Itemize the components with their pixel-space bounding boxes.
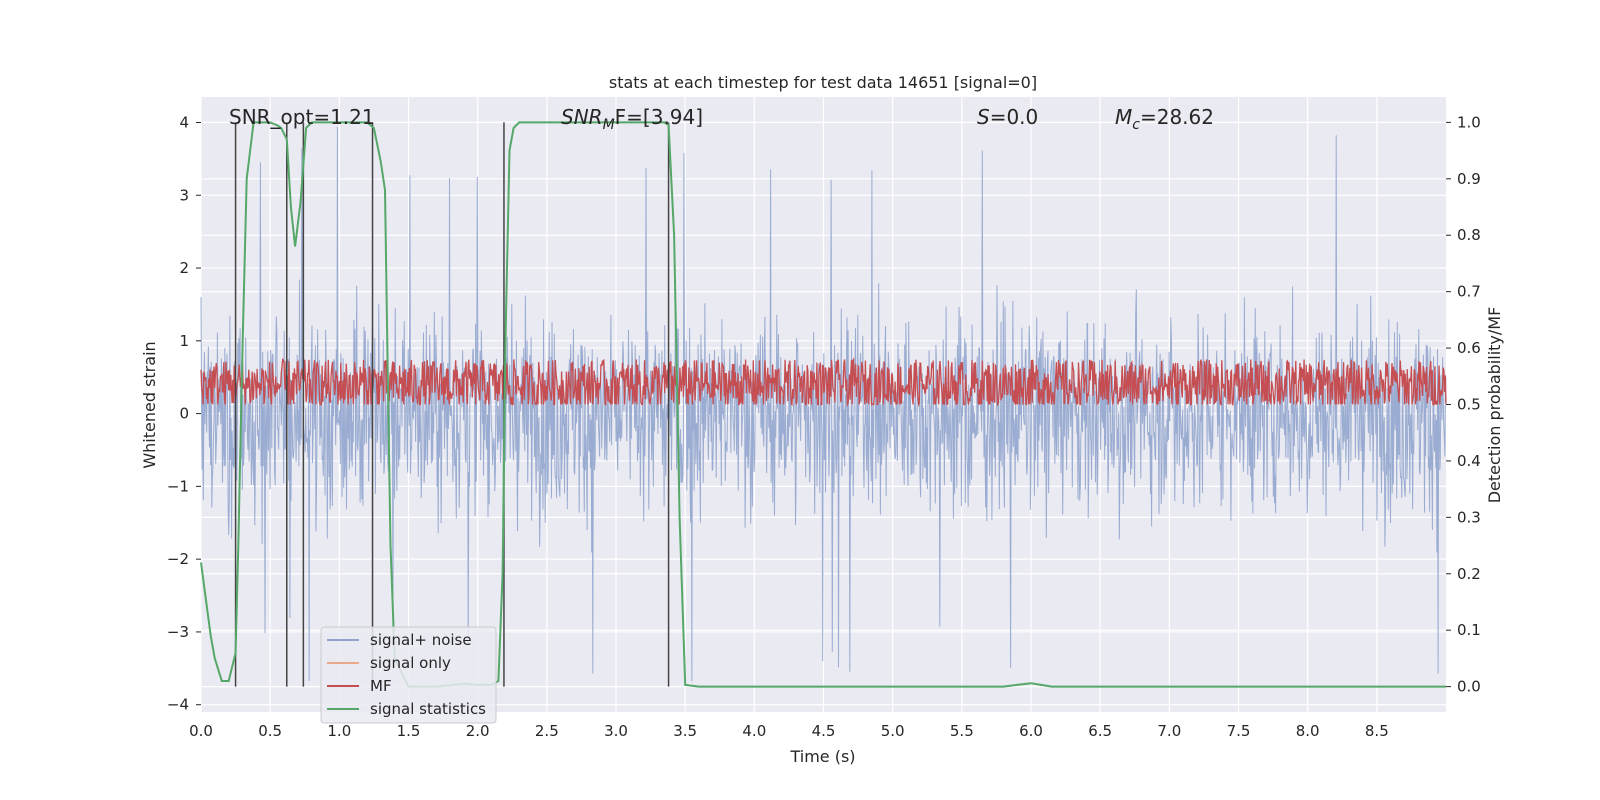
snr-mf-suffix: F=[3.94]: [615, 105, 703, 129]
x-tick-label: 8.5: [1365, 722, 1389, 740]
legend-label-signal-noise: signal+ noise: [370, 631, 472, 649]
y-left-tick-label: −4: [167, 696, 189, 714]
x-axis-label: Time (s): [789, 747, 855, 766]
legend: signal+ noise signal only MF signal stat…: [320, 626, 497, 724]
mf-line: [200, 357, 1447, 407]
x-tick-label: 5.5: [950, 722, 974, 740]
y-left-axis-label: Whitened strain: [140, 341, 159, 468]
y-right-tick-label: 0.6: [1457, 339, 1481, 357]
legend-label-signal-only: signal only: [370, 654, 451, 672]
y-right-tick-label: 0.2: [1457, 565, 1481, 583]
y-left-tick-label: −1: [167, 477, 189, 495]
mc-prefix: M: [1115, 105, 1132, 129]
x-tick-label: 5.0: [881, 722, 905, 740]
annotation-snr-opt: SNR_opt=1.21: [229, 105, 375, 129]
x-tick-label: 3.5: [673, 722, 697, 740]
x-tick-label: 4.0: [742, 722, 766, 740]
y-left-tick-label: 2: [179, 259, 189, 277]
y-right-tick-label: 0.8: [1457, 226, 1481, 244]
s-prefix: S: [977, 105, 990, 129]
x-tick-label: 4.5: [812, 722, 836, 740]
mc-sub: c: [1132, 117, 1140, 133]
annotation-mc: Mc=28.62: [1115, 105, 1214, 133]
y-left-tick-label: −2: [167, 550, 189, 568]
x-tick-label: 7.0: [1157, 722, 1181, 740]
x-tick-label: 3.0: [604, 722, 628, 740]
x-tick-label: 2.0: [466, 722, 490, 740]
x-tick-label: 8.0: [1296, 722, 1320, 740]
x-tick-label: 6.5: [1088, 722, 1112, 740]
mc-suffix: =28.62: [1140, 105, 1214, 129]
y-right-tick-label: 0.3: [1457, 508, 1481, 526]
legend-label-signal-statistics: signal statistics: [370, 700, 486, 718]
annotation-s: S=0.0: [977, 105, 1038, 129]
y-right-tick-label: 0.7: [1457, 283, 1481, 301]
y-left-tick-label: 4: [179, 113, 189, 131]
x-tick-label: 1.5: [397, 722, 421, 740]
annotation-snr-mf: SNRMF=[3.94]: [561, 105, 703, 133]
snr-mf-prefix: SNR: [561, 105, 603, 129]
snr-mf-sub: M: [603, 117, 615, 133]
x-tick-label: 0.0: [189, 722, 213, 740]
y-right-axis-label: Detection probability/MF: [1485, 307, 1504, 504]
y-left-tick-label: −3: [167, 623, 189, 641]
x-tick-label: 6.0: [1019, 722, 1043, 740]
y-right-tick-label: 0.1: [1457, 621, 1481, 639]
chart-title: stats at each timestep for test data 146…: [609, 73, 1037, 92]
y-right-tick-label: 0.9: [1457, 170, 1481, 188]
y-left-axis-ticks: 4 3 2 1 0 −1 −2 −3 −4: [167, 113, 201, 714]
mf-series: [200, 357, 1447, 407]
x-tick-label: 2.5: [535, 722, 559, 740]
y-right-tick-label: 0.5: [1457, 396, 1481, 414]
x-tick-label: 7.5: [1227, 722, 1251, 740]
y-right-tick-label: 1.0: [1457, 113, 1481, 131]
y-right-axis-ticks: 1.0 0.9 0.8 0.7 0.6 0.5 0.4 0.3 0.2 0.1 0.0: [1446, 113, 1481, 696]
x-tick-label: 1.0: [327, 722, 351, 740]
x-axis-ticks: 0.0 0.5 1.0 1.5 2.0 2.5 3.0 3.5 4.0 4.5 5.0 5.5 6.0 6…: [189, 722, 1389, 740]
s-suffix: =0.0: [990, 105, 1039, 129]
y-left-tick-label: 1: [179, 332, 189, 350]
legend-label-mf: MF: [370, 677, 392, 695]
legend-box: [320, 626, 497, 724]
y-right-tick-label: 0.0: [1457, 678, 1481, 696]
y-left-tick-label: 3: [179, 186, 189, 204]
y-left-tick-label: 0: [179, 405, 189, 423]
y-right-tick-label: 0.4: [1457, 452, 1481, 470]
x-tick-label: 0.5: [258, 722, 282, 740]
